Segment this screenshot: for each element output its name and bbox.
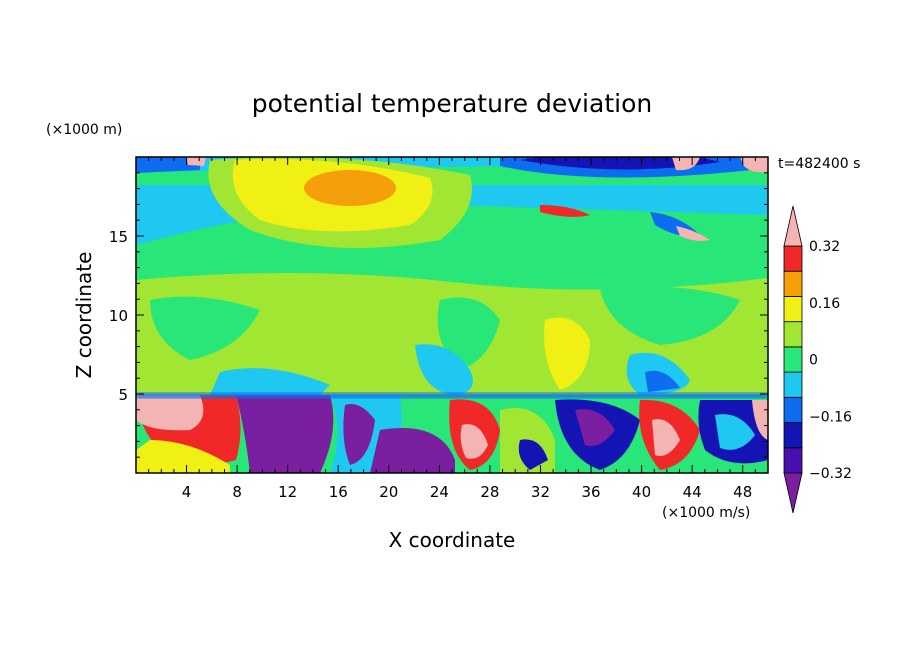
y-unit-label: (×1000 m) — [46, 122, 122, 138]
y-axis-label: Z coordinate — [72, 252, 96, 379]
x-tick-label: 40 — [632, 483, 651, 501]
colorbar-segment — [783, 245, 803, 272]
colorbar-segment — [783, 270, 803, 297]
x-tick-label: 4 — [182, 483, 192, 501]
y-axis-ticks: 5 10 15 — [109, 156, 768, 474]
colorbar: 0.32 0.16 0 −0.16 −0.32 — [783, 205, 852, 514]
y-tick-label: 10 — [109, 307, 128, 325]
x-tick-label: 8 — [232, 483, 242, 501]
x-tick-label: 16 — [329, 483, 348, 501]
x-tick-label: 24 — [430, 483, 449, 501]
time-label: t=482400 s — [778, 156, 860, 172]
colorbar-segment — [783, 396, 803, 423]
colorbar-max-triangle — [783, 205, 803, 247]
y-tick-label: 5 — [118, 386, 128, 404]
colorbar-label: 0.16 — [809, 296, 840, 312]
colorbar-label: 0 — [809, 353, 818, 369]
x-tick-label: 44 — [683, 483, 702, 501]
colorbar-segment — [783, 422, 803, 449]
x-axis-label: X coordinate — [389, 528, 516, 552]
x-tick-label: 28 — [480, 483, 499, 501]
colorbar-label: 0.32 — [809, 239, 840, 255]
colorbar-label: −0.16 — [809, 409, 852, 425]
x-axis-ticks: 4 8 12 16 20 24 28 32 36 40 44 48 — [135, 157, 769, 501]
colorbar-segment — [783, 321, 803, 348]
colorbar-label: −0.32 — [809, 466, 852, 482]
x-tick-label: 20 — [379, 483, 398, 501]
contour-field — [136, 157, 768, 473]
colorbar-segment — [783, 371, 803, 398]
x-tick-label: 36 — [581, 483, 600, 501]
colorbar-min-triangle — [783, 472, 803, 514]
colorbar-segment — [783, 447, 803, 474]
y-tick-label: 15 — [109, 228, 128, 246]
x-unit-label: (×1000 m/s) — [662, 505, 750, 521]
chart-title: potential temperature deviation — [252, 89, 652, 118]
x-tick-label: 32 — [531, 483, 550, 501]
x-tick-label: 12 — [278, 483, 297, 501]
colorbar-segment — [783, 296, 803, 323]
colorbar-segment — [783, 346, 803, 373]
x-tick-label: 48 — [733, 483, 752, 501]
